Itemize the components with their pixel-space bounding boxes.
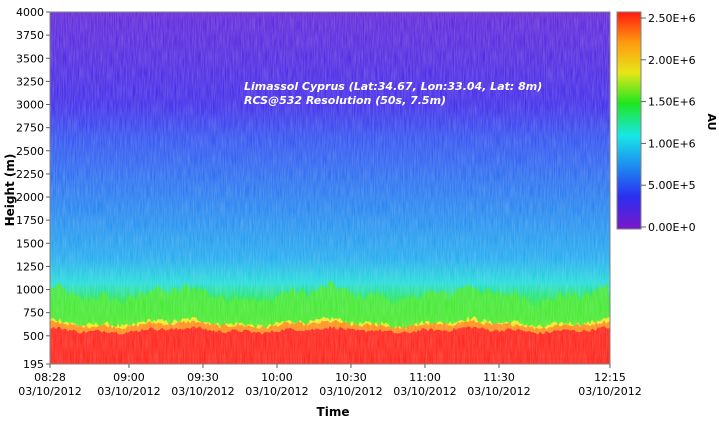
colorbar-scale (616, 11, 642, 230)
y-tick-label: 4000 (16, 6, 44, 19)
y-axis: 4000 3750 3500 3250 3000 2750 2500 2250 2000 1750… (16, 6, 50, 371)
colorbar: 2.50E+6 2.00E+6 1.50E+6 1.00E+6 5.00E+5 0.00E… (616, 11, 718, 234)
x-tick-time-label: 09:00 (113, 371, 145, 384)
x-tick-time-label: 09:30 (187, 371, 219, 384)
x-axis: 08:2803/10/201209:0003/10/201209:3003/10… (18, 364, 642, 398)
x-tick-time-label: 12:15 (594, 371, 626, 384)
plot-area (50, 12, 610, 364)
x-tick-time-label: 08:28 (34, 371, 66, 384)
y-tick-label: 1500 (16, 237, 44, 250)
y-tick-label: 2000 (16, 191, 44, 204)
x-tick-time-label: 11:30 (483, 371, 515, 384)
y-tick-label: 195 (23, 358, 44, 371)
y-tick-label: 1250 (16, 260, 44, 273)
y-tick-label: 500 (23, 330, 44, 343)
y-tick-label: 750 (23, 307, 44, 320)
y-tick-label: 3250 (16, 75, 44, 88)
x-tick-date-label: 03/10/2012 (97, 385, 160, 398)
heatmap-noise (50, 12, 610, 364)
y-tick-label: 3750 (16, 29, 44, 42)
chart-subtitle: RCS@532 Resolution (50s, 7.5m) (244, 94, 446, 107)
x-tick-date-label: 03/10/2012 (467, 385, 530, 398)
y-tick-label: 3500 (16, 52, 44, 65)
colorbar-tick-label: 0.00E+0 (648, 221, 696, 234)
y-axis-label: Height (m) (3, 154, 17, 227)
colorbar-tick-label: 1.00E+6 (648, 137, 696, 150)
colorbar-tick-label: 2.50E+6 (648, 12, 696, 25)
colorbar-label: AU (705, 113, 718, 130)
chart-title: Limassol Cyprus (Lat:34.67, Lon:33.04, L… (244, 80, 542, 93)
y-tick-label: 2750 (16, 122, 44, 135)
x-tick-date-label: 03/10/2012 (18, 385, 81, 398)
x-tick-date-label: 03/10/2012 (319, 385, 382, 398)
x-tick-time-label: 11:00 (409, 371, 441, 384)
y-tick-label: 3000 (16, 99, 44, 112)
colorbar-tick-label: 2.00E+6 (648, 54, 696, 67)
x-tick-date-label: 03/10/2012 (578, 385, 641, 398)
x-axis-label: Time (317, 405, 350, 419)
y-tick-label: 2500 (16, 145, 44, 158)
x-tick-date-label: 03/10/2012 (171, 385, 234, 398)
y-tick-label: 1000 (16, 284, 44, 297)
y-tick-label: 2250 (16, 168, 44, 181)
x-tick-date-label: 03/10/2012 (393, 385, 456, 398)
y-tick-label: 1750 (16, 214, 44, 227)
x-tick-time-label: 10:00 (261, 371, 293, 384)
colorbar-tick-label: 1.50E+6 (648, 96, 696, 109)
x-tick-time-label: 10:30 (335, 371, 367, 384)
x-tick-date-label: 03/10/2012 (245, 385, 308, 398)
colorbar-tick-label: 5.00E+5 (648, 179, 696, 192)
colorbar-ticks: 2.50E+6 2.00E+6 1.50E+6 1.00E+6 5.00E+5 0.00E… (641, 12, 696, 234)
plot-frame (49, 11, 611, 365)
